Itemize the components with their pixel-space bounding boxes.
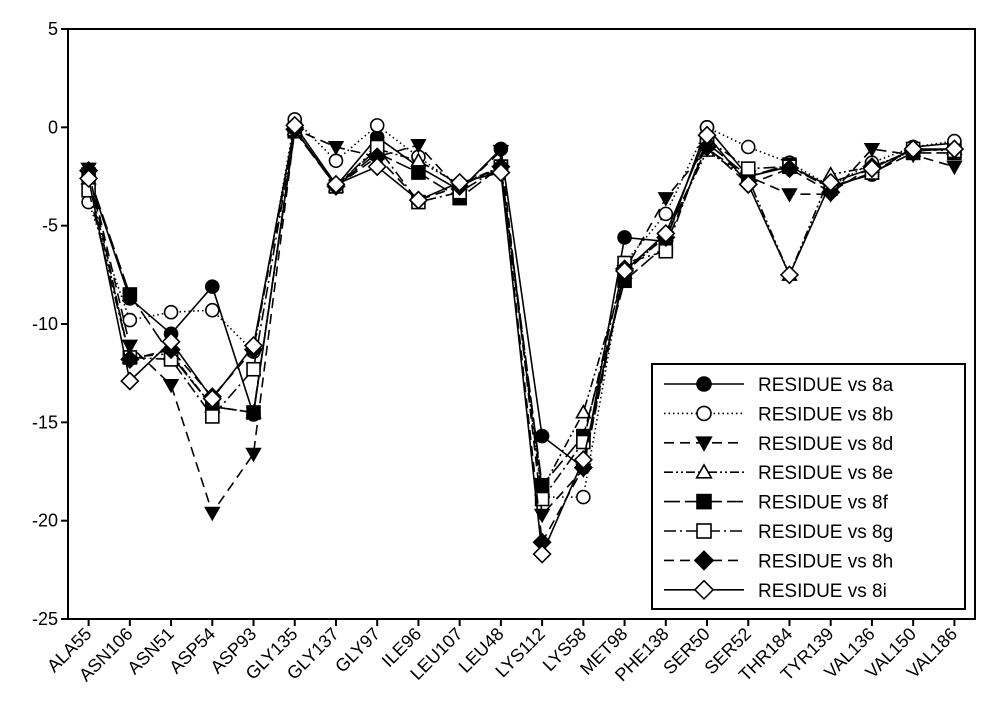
x-axis: ALA55ASN106ASN51ASP54ASP93GLY135GLY137GL…: [43, 619, 961, 685]
data-point: [411, 165, 426, 180]
data-point: [576, 489, 591, 505]
x-tick-label: GLY97: [331, 624, 384, 677]
data-point: [658, 206, 674, 222]
data-point: [821, 182, 841, 202]
data-point: [162, 378, 180, 394]
data-point: [122, 287, 138, 302]
legend-marker: [693, 550, 715, 571]
data-point: [408, 190, 429, 210]
data-point: [367, 157, 387, 177]
data-point: [204, 409, 220, 424]
data-point: [779, 265, 800, 285]
data-point: [781, 188, 798, 203]
legend-item: RESIDUE vs 8b: [664, 404, 893, 425]
legend-item: RESIDUE vs 8d: [664, 434, 893, 455]
data-point: [903, 139, 923, 159]
data-point: [534, 477, 550, 493]
data-point: [944, 139, 964, 159]
data-point: [328, 153, 344, 169]
y-tick-label: -5: [42, 216, 58, 236]
data-point: [862, 159, 882, 179]
legend-label: RESIDUE vs 8h: [758, 551, 893, 572]
y-tick-label: -20: [32, 511, 58, 531]
data-point: [534, 428, 550, 444]
legend-item: RESIDUE vs 8a: [664, 375, 894, 396]
legend-marker: [695, 463, 713, 479]
series-layer: [79, 112, 964, 564]
data-point: [697, 125, 717, 145]
legend-item: RESIDUE vs 8i: [664, 579, 887, 602]
legend-marker: [695, 436, 713, 452]
data-point: [450, 172, 470, 192]
data-point: [697, 137, 717, 157]
data-point: [738, 174, 758, 194]
series-line: [87, 127, 955, 502]
data-point: [740, 161, 756, 176]
data-point: [204, 506, 221, 522]
legend: RESIDUE vs 8a RESIDUE vs 8b RESIDUE vs 8d R…: [651, 363, 966, 610]
series-line: [87, 123, 955, 558]
data-point: [161, 332, 181, 352]
data-point: [369, 118, 385, 133]
y-tick-label: -10: [32, 314, 58, 334]
legend-item: RESIDUE vs 8f: [664, 493, 889, 514]
y-tick-label: -25: [32, 609, 58, 629]
legend-item: RESIDUE vs 8h: [664, 550, 893, 572]
legend-marker: [696, 523, 712, 539]
data-point: [327, 141, 345, 156]
data-point: [740, 139, 756, 155]
data-point: [410, 139, 427, 154]
data-point: [202, 389, 222, 409]
legend-item: RESIDUE vs 8e: [664, 463, 893, 484]
data-point: [575, 404, 592, 419]
y-tick-label: 0: [48, 117, 58, 137]
series-8: [79, 115, 964, 564]
data-point: [326, 174, 346, 194]
data-point: [204, 302, 220, 318]
data-point: [204, 279, 220, 294]
legend-marker: [693, 579, 715, 601]
data-point: [122, 312, 138, 328]
data-point: [656, 223, 676, 244]
legend-label: RESIDUE vs 8i: [758, 581, 887, 602]
data-point: [246, 405, 261, 420]
data-point: [120, 371, 140, 391]
data-point: [657, 192, 674, 207]
legend-item: RESIDUE vs 8g: [664, 522, 893, 543]
y-axis: 5 0 -5 -10 -15 -20 -25: [32, 19, 68, 629]
x-tick-label: ASN51: [123, 624, 177, 678]
data-point: [246, 361, 261, 377]
data-point: [532, 544, 552, 564]
legend-label: RESIDUE vs 8e: [758, 463, 893, 484]
series-line: [87, 129, 955, 488]
legend-label: RESIDUE vs 8a: [758, 375, 894, 396]
data-point: [79, 168, 99, 189]
legend-label: RESIDUE vs 8b: [758, 404, 893, 425]
data-point: [946, 160, 963, 176]
legend-label: RESIDUE vs 8f: [758, 493, 889, 514]
data-point: [492, 144, 510, 160]
legend-marker: [696, 405, 712, 422]
data-point: [821, 172, 841, 192]
legend-marker: [696, 376, 712, 392]
data-point: [573, 450, 593, 470]
data-point: [779, 159, 800, 179]
legend-label: RESIDUE vs 8d: [758, 434, 893, 455]
plot-frame: [67, 28, 976, 620]
legend-label: RESIDUE vs 8g: [758, 522, 893, 543]
data-point: [491, 162, 511, 183]
y-tick-label: 5: [48, 19, 58, 39]
y-tick-label: -15: [32, 412, 58, 432]
data-point: [245, 447, 262, 463]
data-point: [863, 142, 881, 158]
data-point: [617, 230, 632, 245]
legend-marker: [696, 493, 712, 510]
x-tick-label: ASP54: [165, 624, 219, 678]
data-point: [285, 115, 305, 135]
data-point: [243, 336, 264, 356]
data-point: [614, 261, 635, 281]
data-point: [163, 304, 179, 320]
